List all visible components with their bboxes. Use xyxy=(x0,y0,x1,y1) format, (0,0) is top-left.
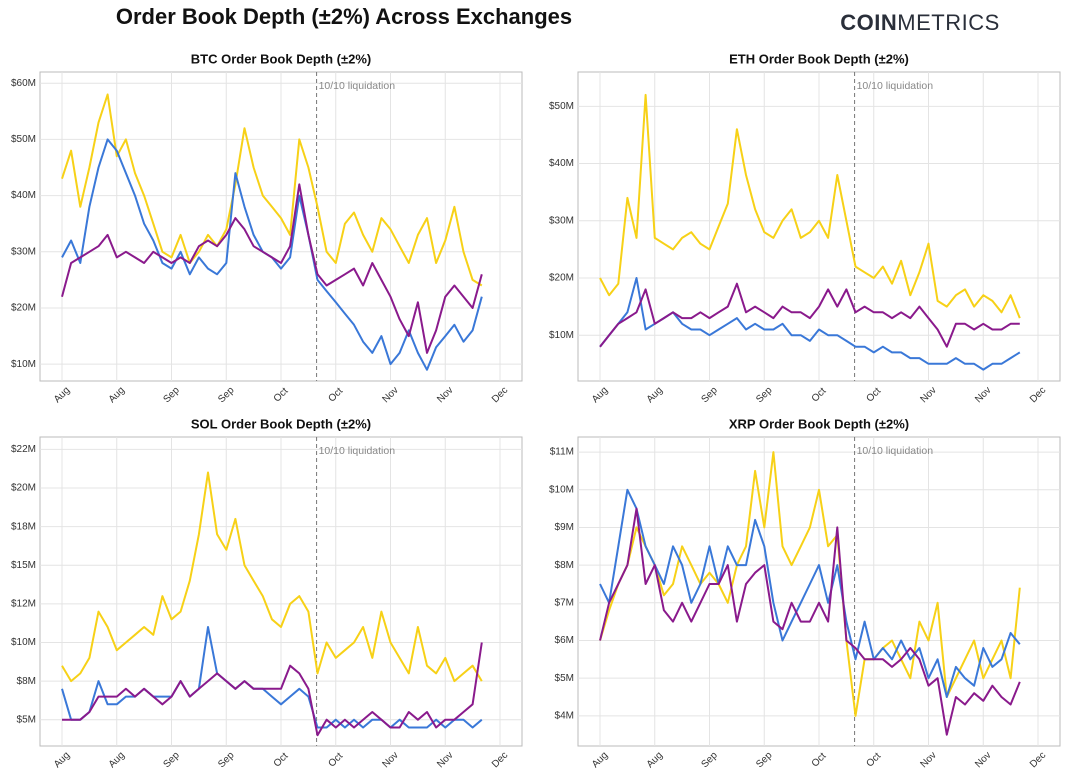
y-tick-label: $40M xyxy=(11,190,36,201)
event-label: 10/10 liquidation xyxy=(857,445,934,457)
y-tick-label: $10M xyxy=(549,330,574,341)
x-tick-label: Aug xyxy=(52,750,72,770)
y-tick-label: $9M xyxy=(555,522,574,533)
y-tick-label: $60M xyxy=(11,78,36,89)
x-tick-label: Sep xyxy=(754,385,775,406)
x-tick-label: Aug xyxy=(590,385,610,405)
x-tick-label: Oct xyxy=(326,751,345,770)
x-tick-label: Dec xyxy=(490,750,510,770)
x-tick-label: Aug xyxy=(645,385,665,405)
x-tick-label: Sep xyxy=(699,385,720,406)
y-tick-label: $22M xyxy=(11,444,36,455)
x-tick-label: Aug xyxy=(645,750,665,770)
x-tick-label: Nov xyxy=(918,385,938,405)
x-tick-label: Oct xyxy=(810,751,829,770)
y-tick-label: $18M xyxy=(11,521,36,532)
y-tick-label: $5M xyxy=(17,714,36,725)
logo-bold: COIN xyxy=(840,10,897,35)
x-tick-label: Aug xyxy=(107,385,127,405)
x-tick-label: Oct xyxy=(326,386,345,405)
series-line xyxy=(61,471,483,683)
event-label: 10/10 liquidation xyxy=(319,80,396,92)
series-line xyxy=(61,183,483,354)
y-tick-label: $7M xyxy=(555,597,574,608)
x-tick-label: Aug xyxy=(52,385,72,405)
y-tick-label: $30M xyxy=(11,246,36,257)
x-tick-label: Oct xyxy=(864,386,883,405)
y-tick-label: $30M xyxy=(549,215,574,226)
panel-title: BTC Order Book Depth (±2%) xyxy=(191,51,371,66)
series-line xyxy=(61,93,483,287)
x-tick-label: Oct xyxy=(864,751,883,770)
y-tick-label: $8M xyxy=(555,560,574,571)
panel: SOL Order Book Depth (±2%) $5M $8M $10M $12M… xyxy=(11,416,523,771)
x-tick-label: Nov xyxy=(380,385,400,405)
panel-title: ETH Order Book Depth (±2%) xyxy=(729,51,909,66)
x-tick-label: Aug xyxy=(590,750,610,770)
x-tick-label: Sep xyxy=(161,385,182,406)
series-line xyxy=(62,642,483,737)
panel: BTC Order Book Depth (±2%) $10M $20M $30M $4… xyxy=(11,51,523,406)
x-tick-label: Aug xyxy=(107,750,127,770)
x-tick-label: Nov xyxy=(918,750,938,770)
x-tick-label: Oct xyxy=(810,386,829,405)
x-tick-label: Sep xyxy=(754,750,775,771)
y-tick-label: $50M xyxy=(549,101,574,112)
x-tick-label: Nov xyxy=(380,750,400,770)
event-label: 10/10 liquidation xyxy=(319,445,396,457)
series-line xyxy=(61,626,483,729)
x-tick-label: Nov xyxy=(973,385,993,405)
logo-light: METRICS xyxy=(897,10,1000,35)
y-tick-label: $4M xyxy=(555,710,574,721)
page-title: Order Book Depth (±2%) Across Exchanges xyxy=(116,4,572,29)
y-tick-label: $12M xyxy=(11,599,36,610)
x-tick-label: Dec xyxy=(1028,750,1048,770)
x-tick-label: Nov xyxy=(973,750,993,770)
x-tick-label: Sep xyxy=(699,750,720,771)
panel-title: SOL Order Book Depth (±2%) xyxy=(191,416,371,431)
x-tick-label: Sep xyxy=(216,750,237,771)
y-tick-label: $11M xyxy=(550,447,574,458)
panel-title: XRP Order Book Depth (±2%) xyxy=(729,416,909,431)
y-tick-label: $50M xyxy=(11,134,36,145)
x-tick-label: Dec xyxy=(1028,385,1048,405)
panel: ETH Order Book Depth (±2%) $10M $20M $30M $4… xyxy=(549,51,1061,406)
y-tick-label: $40M xyxy=(549,158,574,169)
y-tick-label: $10M xyxy=(549,484,574,495)
y-tick-label: $10M xyxy=(11,637,36,648)
y-tick-label: $20M xyxy=(11,483,36,494)
y-tick-label: $10M xyxy=(11,359,36,370)
event-label: 10/10 liquidation xyxy=(857,80,934,92)
y-tick-label: $5M xyxy=(555,673,574,684)
series-line xyxy=(599,451,1021,717)
x-tick-label: Sep xyxy=(161,750,182,771)
x-tick-label: Nov xyxy=(435,750,455,770)
x-tick-label: Sep xyxy=(216,385,237,406)
series-line xyxy=(599,488,1021,698)
y-tick-label: $15M xyxy=(11,560,36,571)
panel: XRP Order Book Depth (±2%) $4M $5M $6M $7M $8… xyxy=(549,416,1061,771)
logo: COINMETRICS xyxy=(840,10,1000,35)
x-tick-label: Oct xyxy=(272,386,291,405)
series-line xyxy=(599,507,1021,736)
y-tick-label: $20M xyxy=(11,303,36,314)
y-tick-label: $6M xyxy=(555,635,574,646)
x-tick-label: Nov xyxy=(435,385,455,405)
x-tick-label: Dec xyxy=(490,385,510,405)
series-line xyxy=(599,93,1021,319)
y-tick-label: $20M xyxy=(549,273,574,284)
x-tick-label: Oct xyxy=(272,751,291,770)
series-line xyxy=(599,282,1020,348)
y-tick-label: $8M xyxy=(17,676,36,687)
